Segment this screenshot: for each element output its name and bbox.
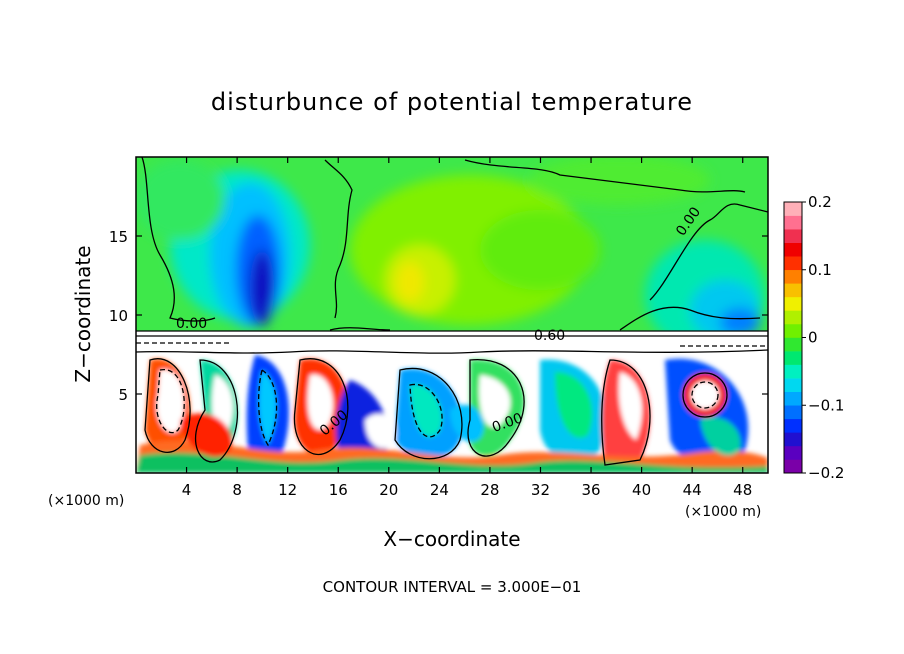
x-axis-title: X−coordinate <box>383 527 520 551</box>
y-tick-label: 10 <box>109 307 128 325</box>
colorbar-swatch <box>784 364 802 379</box>
x-tick-label: 36 <box>581 481 600 499</box>
colorbar-tick-label: 0.2 <box>808 193 832 211</box>
y-axis-title: Z−coordinate <box>71 245 95 382</box>
colorbar-swatch <box>784 242 802 257</box>
x-tick-label: 4 <box>182 481 192 499</box>
contour-label: 0.00 <box>176 316 207 332</box>
dashed-contours <box>136 342 768 447</box>
x-tick-label: 24 <box>430 481 449 499</box>
x-tick-label: 8 <box>232 481 242 499</box>
colorbar-swatch <box>784 337 802 352</box>
y-axis: 5 10 15 <box>109 228 768 404</box>
colorbar: 0.2 0.1 0 −0.1 −0.2 <box>783 193 844 482</box>
heatmap-field <box>136 157 768 473</box>
colorbar-swatch <box>784 459 802 474</box>
colorbar-swatch <box>784 283 802 298</box>
colorbar-swatch <box>784 215 802 230</box>
colorbar-swatch <box>784 323 802 338</box>
x-tick-label: 44 <box>683 481 702 499</box>
colorbar-tick-label: −0.1 <box>808 396 844 414</box>
x-tick-label: 48 <box>733 481 752 499</box>
y-tick-label: 5 <box>118 386 128 404</box>
chart-title: disturbunce of potential temperature <box>211 88 693 116</box>
colorbar-swatch <box>784 202 802 216</box>
x-tick-label: 12 <box>278 481 297 499</box>
colorbar-swatch <box>784 351 802 365</box>
colorbar-swatch <box>784 432 802 447</box>
colorbar-swatch <box>784 229 802 243</box>
x-tick-label: 20 <box>379 481 398 499</box>
contour-label: 0.60 <box>534 328 565 344</box>
x-tick-label: 28 <box>480 481 499 499</box>
colorbar-tick-label: −0.2 <box>808 464 844 482</box>
upper-layer <box>136 157 768 350</box>
contour-lines <box>136 157 768 466</box>
colorbar-swatch <box>784 405 802 420</box>
colorbar-swatch <box>784 391 802 406</box>
x-axis-unit-left: (×1000 m) <box>48 493 124 509</box>
x-tick-label: 40 <box>632 481 651 499</box>
contour-interval-text: CONTOUR INTERVAL = 3.000E−01 <box>323 578 582 596</box>
colorbar-swatch <box>784 296 802 311</box>
colorbar-swatch <box>784 269 802 284</box>
x-tick-label: 16 <box>329 481 348 499</box>
colorbar-tick-label: 0 <box>808 329 818 347</box>
colorbar-tick-label: 0.1 <box>808 261 832 279</box>
lower-layer <box>136 349 768 473</box>
y-tick-label: 15 <box>109 228 128 246</box>
x-tick-label: 32 <box>531 481 550 499</box>
colorbar-swatch <box>784 310 802 325</box>
colorbar-swatch <box>784 256 802 271</box>
colorbar-swatch <box>784 418 802 433</box>
colorbar-swatch <box>784 445 802 460</box>
x-axis: 4 8 12 16 20 24 28 32 36 40 44 48 <box>182 157 752 499</box>
colorbar-swatch <box>784 378 802 392</box>
x-axis-unit-right: (×1000 m) <box>685 504 761 520</box>
